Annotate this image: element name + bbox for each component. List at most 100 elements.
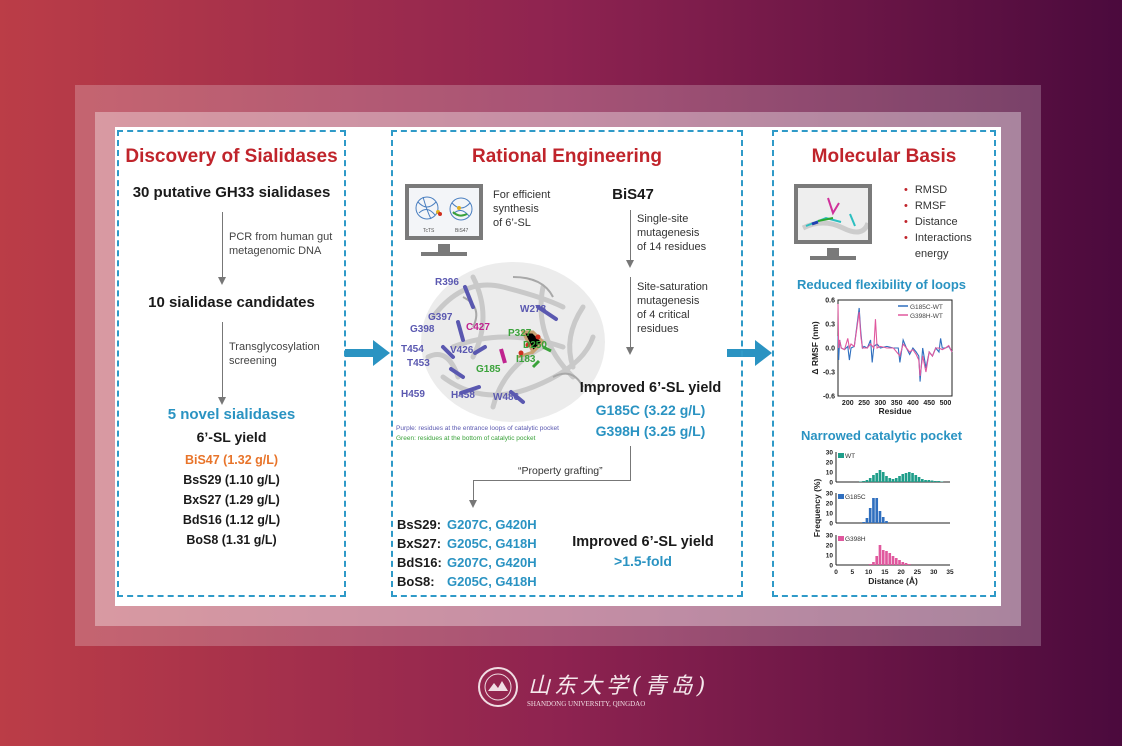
legend-swatch bbox=[838, 494, 844, 499]
tick-label: 0.3 bbox=[825, 322, 835, 329]
chart2-title: Narrowed catalytic pocket bbox=[801, 428, 963, 443]
caption: synthesis bbox=[493, 203, 539, 215]
caption: mutagenesis bbox=[637, 227, 700, 239]
tick-label: 10 bbox=[865, 569, 873, 576]
hist-bar-G398H bbox=[878, 545, 882, 565]
tick-label: 0.6 bbox=[825, 298, 835, 305]
hist-bar-G398H bbox=[875, 556, 879, 565]
analysis-item: • RMSD bbox=[904, 182, 979, 198]
chart1-title: Reduced flexibility of loops bbox=[797, 277, 967, 292]
tick-label: -0.6 bbox=[823, 394, 835, 401]
fold-improvement: >1.5-fold bbox=[614, 553, 672, 569]
hist-bar-WT bbox=[911, 473, 914, 482]
tick-label: 10 bbox=[826, 511, 834, 518]
tick-label: 350 bbox=[891, 400, 903, 407]
monitor-icon: TcTS BiS47 bbox=[405, 184, 483, 240]
hist-bar-WT bbox=[917, 477, 921, 482]
graft-row: BxS27: G205C, G418H bbox=[397, 534, 537, 553]
tick-label: 0 bbox=[829, 521, 833, 528]
hist-bar-WT bbox=[940, 481, 944, 482]
monitor-base bbox=[421, 252, 467, 256]
tick-label: 400 bbox=[907, 400, 919, 407]
hist-bar-G398H bbox=[881, 550, 885, 565]
yield-item: BoS8 (1.31 g/L) bbox=[186, 533, 277, 547]
graft-enzyme: BxS27: bbox=[397, 536, 442, 551]
hist-bar-WT bbox=[920, 479, 924, 482]
graft-enzyme: BoS8: bbox=[397, 574, 435, 589]
tick-label: 5 bbox=[850, 569, 854, 576]
tick-label: 30 bbox=[826, 450, 834, 457]
hist-bar-WT bbox=[901, 474, 905, 482]
residue-label: H459 bbox=[401, 389, 425, 400]
hist-bar-G185C bbox=[865, 518, 869, 523]
hist-bar-G185C bbox=[885, 521, 888, 523]
grafting-caption: “Property grafting” bbox=[518, 465, 603, 477]
hist-bar-G398H bbox=[872, 562, 875, 565]
graft-line bbox=[473, 480, 631, 481]
yield-list: BiS47 (1.32 g/L) BsS29 (1.10 g/L) BxS27 (1… bbox=[119, 450, 344, 550]
seal-mountain-icon bbox=[484, 673, 512, 701]
tick-label: 10 bbox=[826, 470, 834, 477]
y-axis-label: Δ RMSF (nm) bbox=[810, 321, 820, 374]
residue-label: T453 bbox=[407, 358, 430, 369]
university-logo-text: 山东大学(青岛) bbox=[528, 674, 710, 699]
residue-label: V426 bbox=[450, 345, 474, 356]
graft-row: BoS8: G205C, G418H bbox=[397, 572, 537, 591]
bullet-icon: • bbox=[904, 232, 908, 244]
molecular-basis-panel: Molecular Basis • RMSD • RMSF • Distance • Inte… bbox=[772, 130, 996, 597]
tick-label: 20 bbox=[826, 460, 834, 467]
hist-bar-WT bbox=[904, 473, 908, 482]
caption: mutagenesis bbox=[637, 295, 700, 307]
legend-label: G398H bbox=[845, 536, 866, 543]
hist-bar-WT bbox=[894, 478, 898, 482]
arrow-head bbox=[469, 500, 477, 508]
arrow-head bbox=[626, 260, 634, 268]
tick-label: 0 bbox=[829, 563, 833, 570]
analysis-label: Interactions energy bbox=[914, 232, 972, 260]
hist-bar-G398H bbox=[907, 564, 911, 565]
hist-bar-G398H bbox=[904, 563, 908, 565]
monitor-base bbox=[810, 256, 856, 260]
tick-label: 20 bbox=[826, 543, 834, 550]
hist-bar-WT bbox=[875, 473, 879, 482]
caption: Single-site bbox=[637, 213, 689, 225]
tick-label: 300 bbox=[874, 400, 886, 407]
legend-label: G185C-WT bbox=[910, 304, 943, 311]
residue-label: R396 bbox=[435, 277, 459, 288]
tick-label: 250 bbox=[858, 400, 870, 407]
arrow-line bbox=[222, 212, 223, 277]
monitor-stand bbox=[827, 248, 839, 257]
tick-label: 30 bbox=[930, 569, 938, 576]
analysis-label: RMSF bbox=[914, 200, 947, 212]
hist-bar-WT bbox=[930, 480, 934, 482]
hist-bar-G185C bbox=[868, 508, 872, 523]
analysis-item: • Distance bbox=[904, 214, 979, 230]
caption: of 14 residues bbox=[637, 241, 707, 253]
graft-mutations: G205C, G418H bbox=[447, 574, 537, 589]
residue-label: W278 bbox=[520, 304, 547, 315]
improved-yield-2: Improved 6’-SL yield bbox=[572, 534, 714, 550]
hist-bar-G185C bbox=[881, 517, 885, 523]
legend-swatch bbox=[838, 453, 844, 458]
graft-line bbox=[630, 446, 631, 481]
graft-enzyme: BsS29: bbox=[397, 517, 442, 532]
graft-row: BdS16: G207C, G420H bbox=[397, 553, 537, 572]
legend-label: G398H-WT bbox=[910, 313, 943, 320]
tick-label: 35 bbox=[946, 569, 954, 576]
caption: residues bbox=[637, 323, 679, 335]
tick-label: 0.0 bbox=[825, 346, 835, 353]
mutant-g398h: G398H (3.25 g/L) bbox=[595, 423, 706, 439]
bullet-icon: • bbox=[904, 200, 908, 212]
hist-bar-WT bbox=[937, 481, 940, 482]
analysis-label: RMSD bbox=[914, 184, 948, 196]
tick-label: 450 bbox=[923, 400, 935, 407]
tick-label: 0 bbox=[834, 569, 838, 576]
caption: of 4 critical bbox=[637, 309, 690, 321]
panel-title: Rational Engineering bbox=[471, 146, 663, 167]
x-axis-label: Distance (Å) bbox=[868, 576, 918, 586]
tick-label: 30 bbox=[826, 491, 834, 498]
arrow-head bbox=[626, 347, 634, 355]
hist-bar-WT bbox=[872, 475, 875, 482]
graft-mutations: G207C, G420H bbox=[447, 555, 537, 570]
